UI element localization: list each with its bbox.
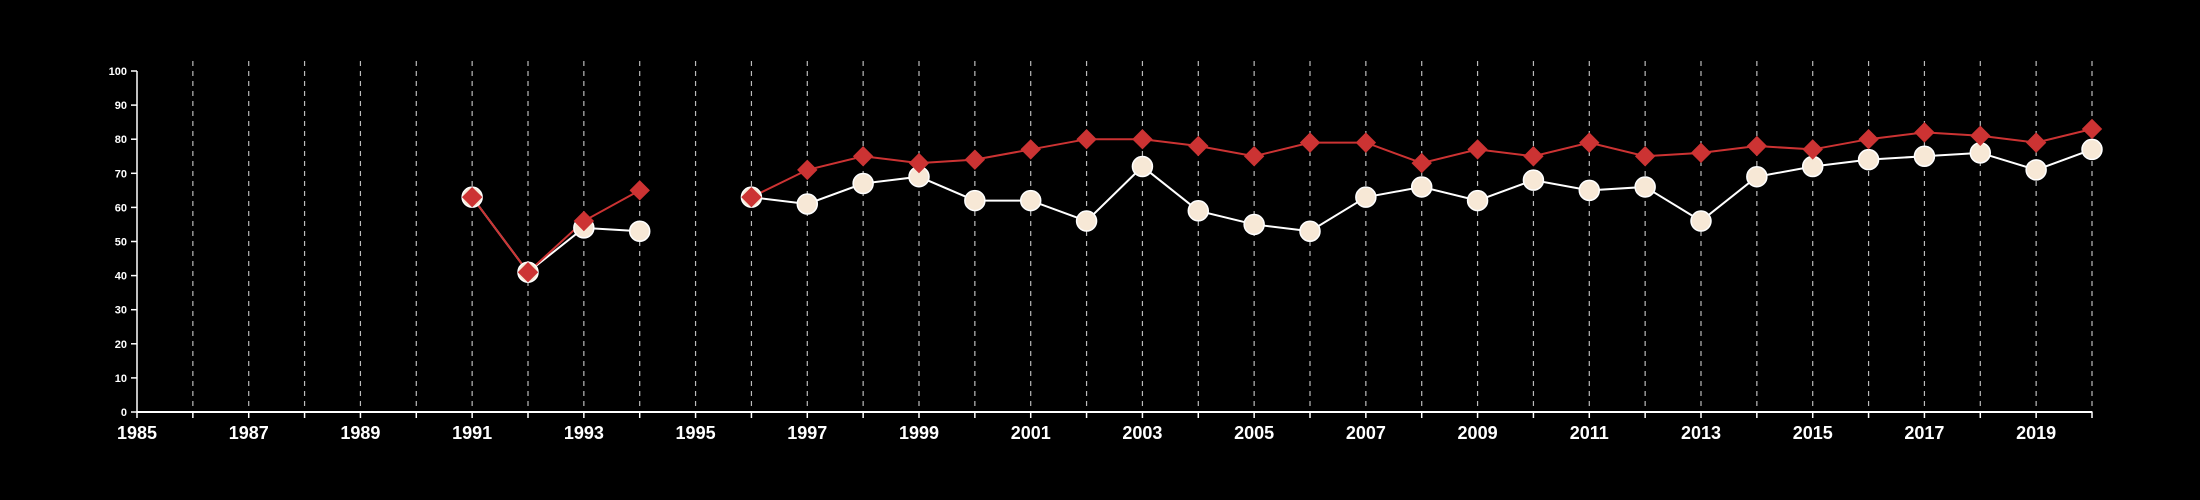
circle-marker: [852, 172, 874, 195]
diamond-marker: [1858, 128, 1879, 150]
diamond-marker: [1020, 139, 1041, 160]
y-tick-label: 90: [115, 100, 127, 112]
x-tick-label: 1997: [787, 423, 827, 443]
series-line: [471, 189, 641, 274]
y-tick-label: 20: [115, 339, 127, 351]
diamond-marker: [1132, 128, 1153, 150]
y-tick-label: 80: [115, 134, 127, 146]
circle-marker: [2025, 159, 2047, 181]
diamond-marker: [2025, 132, 2047, 153]
x-tick-label: 2019: [2016, 423, 2056, 443]
circle-marker: [1690, 210, 1712, 232]
y-tick-label: 70: [115, 168, 127, 180]
diamond-marker: [1523, 146, 1544, 167]
x-tick-label: 1985: [117, 423, 157, 443]
circle-marker: [1466, 189, 1489, 212]
x-tick-label: 2001: [1011, 423, 1051, 443]
diamond-marker: [1076, 128, 1097, 150]
x-tick-label: 1995: [676, 423, 716, 443]
circle-marker: [964, 189, 986, 212]
diamond-marker: [1579, 132, 1600, 153]
series-layer: [461, 118, 2103, 283]
diamond-marker: [1467, 139, 1488, 160]
circle-marker: [628, 220, 651, 243]
axis-layer: 0 10 20 30 40 50 60 70 80 90 100 1985 1987 1989 1991 19…: [109, 66, 2093, 443]
diamond-marker: [1970, 125, 1991, 146]
x-tick-label: 2011: [1570, 423, 1609, 443]
circle-marker: [1913, 145, 1936, 167]
x-tick-label: 2003: [1122, 423, 1162, 443]
grid-layer: [192, 61, 2093, 412]
diamond-marker: [1355, 132, 1377, 153]
diamond-marker: [461, 186, 483, 208]
diamond-marker: [852, 146, 874, 167]
series-line: [471, 196, 640, 274]
circle-marker: [1131, 155, 1154, 178]
diamond-marker: [1914, 122, 1935, 143]
circle-marker: [1857, 148, 1880, 171]
x-tick-label: 2009: [1458, 423, 1498, 443]
diamond-marker: [964, 149, 986, 170]
circle-marker: [796, 193, 819, 215]
y-tick-label: 30: [115, 305, 127, 317]
diamond-marker: [797, 159, 818, 181]
diamond-marker: [573, 210, 595, 232]
x-tick-label: 2015: [1793, 423, 1833, 443]
diamond-marker: [741, 186, 762, 208]
diamond-marker: [2081, 118, 2103, 140]
diamond-marker: [517, 261, 539, 283]
circle-marker: [1187, 200, 1210, 222]
circle-marker: [1522, 169, 1545, 191]
circle-marker: [1075, 210, 1098, 232]
x-tick-label: 1999: [899, 423, 939, 443]
circle-marker: [1355, 186, 1377, 208]
diamond-marker: [1299, 132, 1321, 153]
circle-marker: [2081, 138, 2103, 161]
x-tick-label: 1991: [452, 423, 492, 443]
diamond-marker: [908, 152, 930, 174]
x-tick-label: 2017: [1904, 423, 1944, 443]
circle-marker: [1299, 220, 1321, 243]
y-tick-label: 100: [109, 66, 127, 78]
diamond-marker: [1243, 146, 1265, 167]
x-tick-label: 2005: [1234, 423, 1274, 443]
diamond-marker: [629, 180, 650, 201]
circle-marker: [1243, 213, 1265, 236]
diamond-marker: [1411, 152, 1432, 174]
x-tick-label: 1987: [229, 423, 269, 443]
x-tick-label: 1989: [340, 423, 380, 443]
circle-marker: [1410, 176, 1433, 198]
diamond-marker: [1690, 142, 1712, 164]
circle-marker: [1746, 165, 1768, 188]
diamond-marker: [1746, 135, 1768, 157]
circle-marker: [1578, 179, 1601, 202]
diamond-marker: [1802, 139, 1823, 160]
y-tick-label: 40: [115, 271, 127, 283]
y-tick-label: 60: [115, 202, 127, 214]
x-tick-label: 1993: [564, 423, 604, 443]
y-tick-label: 0: [121, 407, 127, 419]
y-tick-label: 10: [115, 373, 127, 385]
x-tick-label: 2013: [1681, 423, 1721, 443]
diamond-marker: [1188, 135, 1209, 157]
diamond-marker: [1634, 146, 1656, 167]
x-tick-label: 2007: [1346, 423, 1386, 443]
circle-marker: [1019, 189, 1042, 212]
y-tick-label: 50: [115, 237, 127, 249]
circle-marker: [1634, 176, 1656, 198]
